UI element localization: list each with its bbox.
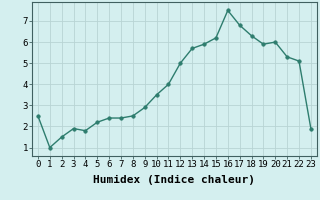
X-axis label: Humidex (Indice chaleur): Humidex (Indice chaleur) <box>93 175 255 185</box>
